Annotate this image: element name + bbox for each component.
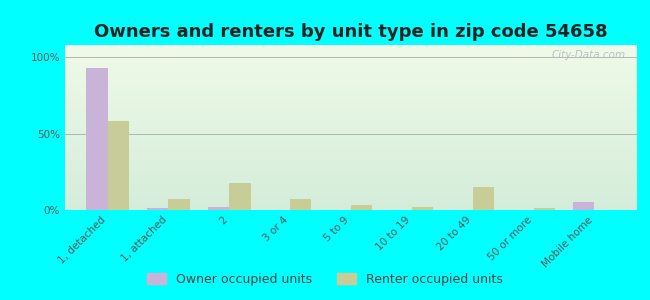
- Bar: [229, 182, 251, 210]
- Bar: [86, 68, 108, 210]
- Bar: [473, 187, 494, 210]
- Bar: [208, 207, 229, 210]
- Bar: [290, 199, 311, 210]
- Bar: [351, 206, 372, 210]
- Text: City-Data.com: City-Data.com: [551, 50, 625, 60]
- Bar: [573, 202, 594, 210]
- Bar: [168, 199, 190, 210]
- Bar: [108, 122, 129, 210]
- Legend: Owner occupied units, Renter occupied units: Owner occupied units, Renter occupied un…: [142, 268, 508, 291]
- Bar: [412, 207, 433, 210]
- Bar: [534, 208, 555, 210]
- Bar: [147, 208, 168, 210]
- Title: Owners and renters by unit type in zip code 54658: Owners and renters by unit type in zip c…: [94, 23, 608, 41]
